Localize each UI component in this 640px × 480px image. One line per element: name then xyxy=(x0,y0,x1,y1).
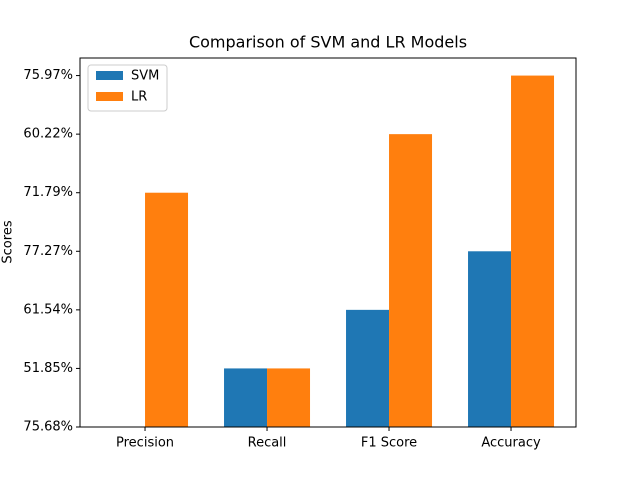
legend-swatch xyxy=(96,92,123,101)
legend-label: LR xyxy=(131,90,147,105)
y-tick-label: 61.54% xyxy=(23,302,73,317)
axes-frame xyxy=(79,57,577,428)
y-tick-label: 77.27% xyxy=(23,244,73,259)
bar xyxy=(145,192,189,427)
chart-title: Comparison of SVM and LR Models xyxy=(189,33,467,52)
y-axis-label: Scores xyxy=(1,220,16,263)
bar xyxy=(389,134,433,427)
y-tick-label: 71.79% xyxy=(23,185,73,200)
y-tick-label: 51.85% xyxy=(23,361,73,376)
y-tick-label: 75.68% xyxy=(23,420,73,435)
bar xyxy=(468,251,512,427)
bar xyxy=(267,368,311,427)
x-tick-label: F1 Score xyxy=(361,436,417,451)
y-tick-label: 60.22% xyxy=(23,127,73,142)
legend-swatch xyxy=(96,71,123,80)
x-tick-label: Precision xyxy=(116,436,174,451)
y-tick-label: 75.97% xyxy=(23,68,73,83)
bar xyxy=(224,368,268,427)
bar xyxy=(511,75,555,428)
x-tick-label: Accuracy xyxy=(481,436,541,451)
legend-label: SVM xyxy=(131,69,159,84)
x-tick-label: Recall xyxy=(248,436,287,451)
bar xyxy=(346,309,390,427)
